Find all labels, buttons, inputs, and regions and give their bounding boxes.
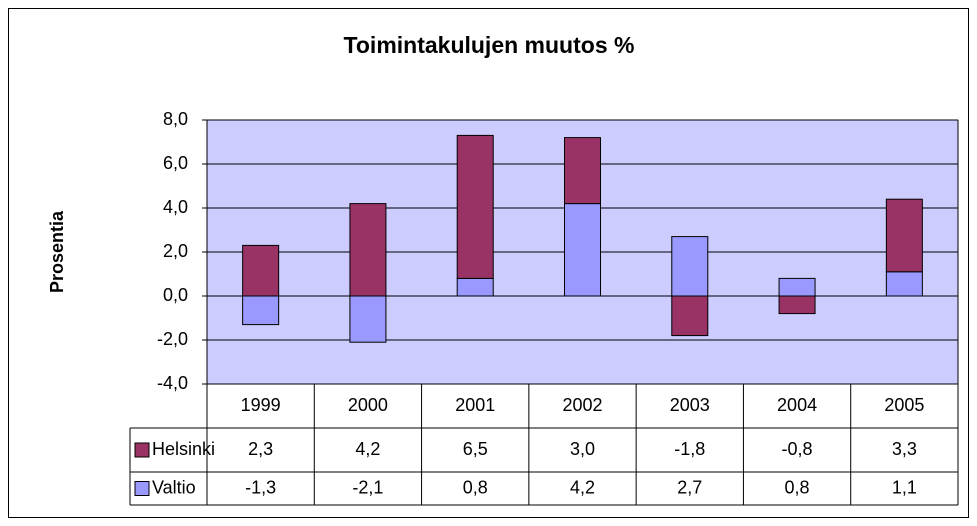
table-cell: 3,3 <box>892 439 917 459</box>
x-tick-label: 2002 <box>562 395 602 415</box>
table-cell: 6,5 <box>463 439 488 459</box>
bar <box>242 244 280 297</box>
table-cell: 1,1 <box>892 477 917 497</box>
bar <box>778 295 816 315</box>
bar <box>885 271 923 297</box>
x-tick-label: 2000 <box>348 395 388 415</box>
table-cell: 4,2 <box>570 477 595 497</box>
chart-title: Toimintakulujen muutos % <box>344 32 635 58</box>
y-tick-label: -4,0 <box>157 373 188 393</box>
legend-key <box>134 442 150 458</box>
table-cell: -1,8 <box>674 439 705 459</box>
bar <box>349 203 387 297</box>
table-cell: -0,8 <box>782 439 813 459</box>
bar <box>885 198 923 273</box>
legend-key <box>134 481 150 496</box>
x-tick-label: 2004 <box>777 395 817 415</box>
table-cell: 0,8 <box>785 477 810 497</box>
bar <box>456 134 494 279</box>
bar <box>671 295 709 337</box>
y-tick-label: 2,0 <box>163 241 188 261</box>
bar <box>456 277 494 297</box>
x-tick-label: 2005 <box>884 395 924 415</box>
y-tick-label: -2,0 <box>157 329 188 349</box>
y-tick-label: 6,0 <box>163 153 188 173</box>
x-tick-label: 1999 <box>241 395 281 415</box>
table-cell: 2,3 <box>248 439 273 459</box>
bar <box>242 295 280 326</box>
table-cell: 4,2 <box>355 439 380 459</box>
table-cell: -2,1 <box>352 477 383 497</box>
legend-label: Valtio <box>152 477 196 497</box>
bar <box>564 203 601 297</box>
y-tick-label: 0,0 <box>163 285 188 305</box>
legend-label: Helsinki <box>152 439 215 459</box>
table-cell: 3,0 <box>570 439 595 459</box>
bar <box>349 295 387 343</box>
table-cell: -1,3 <box>245 477 276 497</box>
bar <box>564 137 601 205</box>
table-cell: 0,8 <box>463 477 488 497</box>
y-tick-label: 8,0 <box>163 109 188 129</box>
x-tick-label: 2003 <box>670 395 710 415</box>
bar <box>671 236 709 297</box>
x-tick-label: 2001 <box>455 395 495 415</box>
bar <box>778 277 816 297</box>
table-cell: 2,7 <box>677 477 702 497</box>
y-axis-label: Prosentia <box>47 210 67 293</box>
y-tick-label: 4,0 <box>163 197 188 217</box>
